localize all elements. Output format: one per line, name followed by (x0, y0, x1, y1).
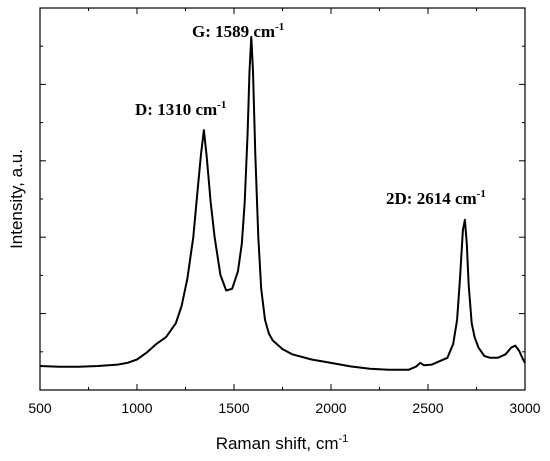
annotation-g-peak: G: 1589 cm-1 (192, 21, 284, 41)
x-tick-label: 3000 (509, 400, 540, 416)
annotation-d-peak: D: 1310 cm-1 (135, 99, 226, 119)
x-tick-label: 2000 (315, 400, 346, 416)
x-tick-label: 1000 (121, 400, 152, 416)
annotation-2d-peak: 2D: 2614 cm-1 (386, 188, 486, 208)
x-axis-title: Raman shift, cm-1 (216, 433, 349, 453)
x-tick-label: 1500 (218, 400, 249, 416)
y-axis-title: Intensity, a.u. (7, 149, 26, 249)
x-axis-ticks (39, 8, 526, 390)
x-tick-label: 2500 (412, 400, 443, 416)
x-tick-label: 500 (28, 400, 52, 416)
y-axis-ticks (40, 45, 525, 353)
raman-spectrum-line (39, 35, 526, 371)
x-axis-tick-labels: 500 1000 1500 2000 2500 3000 (28, 400, 540, 416)
